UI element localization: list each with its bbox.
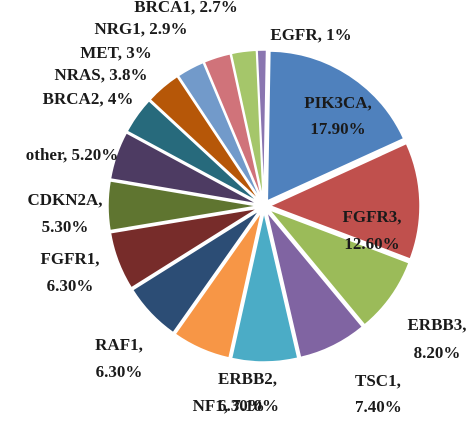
pie-slice-fgfr3 (268, 142, 421, 261)
pie-slice-cdkn2a (107, 180, 259, 232)
slice-label-brca1: BRCA1, 2.7% (134, 0, 237, 16)
slice-label-fgfr1: FGFR1, (40, 249, 99, 268)
slice-label-other: other, 5.20% (26, 145, 118, 164)
pie-slice-erbb2 (174, 211, 263, 359)
pie-slice-raf1 (131, 209, 261, 334)
slice-label-brca2: BRCA2, 4% (43, 89, 134, 108)
slice-label-erbb2: ERBB2, (218, 369, 277, 388)
slice-label-erbb3: ERBB3, (407, 315, 466, 334)
pie-slice-erbb3 (266, 207, 411, 326)
pie-slice-nf1 (230, 211, 299, 363)
slice-value-fgfr3: 12.60% (344, 234, 399, 253)
pie-slice-brca2 (126, 99, 260, 204)
slice-value-erbb3: 8.20% (414, 343, 461, 362)
pie-slice-tsc1 (265, 210, 364, 359)
slice-value-fgfr1: 6.30% (47, 276, 94, 295)
pie-slice-fgfr1 (109, 207, 259, 289)
pie-slice-pik3ca (266, 50, 405, 203)
slice-value-raf1: 6.30% (96, 362, 143, 381)
slice-label-raf1: RAF1, (95, 335, 143, 354)
pie-slice-nrg1 (203, 52, 263, 201)
slice-label-pik3ca: PIK3CA, (304, 93, 372, 112)
slice-label-fgfr3: FGFR3, (342, 207, 401, 226)
slice-label-nrg1: NRG1, 2.9% (94, 19, 187, 38)
slice-value-pik3ca: 17.90% (310, 119, 365, 138)
pie-slice-met (177, 61, 262, 202)
slice-label-nf1: NF1, 7.10% (193, 396, 279, 415)
slice-label-tsc1: TSC1, (355, 371, 401, 390)
slice-value-cdkn2a: 5.30% (42, 217, 89, 236)
slice-label-cdkn2a: CDKN2A, (27, 190, 102, 209)
slice-label-nras: NRAS, 3.8% (54, 65, 147, 84)
slice-label-met: MET, 3% (80, 43, 151, 62)
slice-value-tsc1: 7.40% (355, 397, 402, 416)
slices-layer (107, 49, 421, 363)
pie-slice-nras (148, 75, 261, 202)
labels-layer: PIK3CA, 17.90% FGFR3, 12.60% ERBB3, 8.20% TSC1… (26, 0, 467, 416)
pie-slice-egfr (256, 49, 268, 201)
slice-value-erbb2: 6.30% (218, 396, 265, 415)
slice-label-egfr: EGFR, 1% (270, 25, 351, 44)
pie-slice-other (109, 131, 259, 205)
